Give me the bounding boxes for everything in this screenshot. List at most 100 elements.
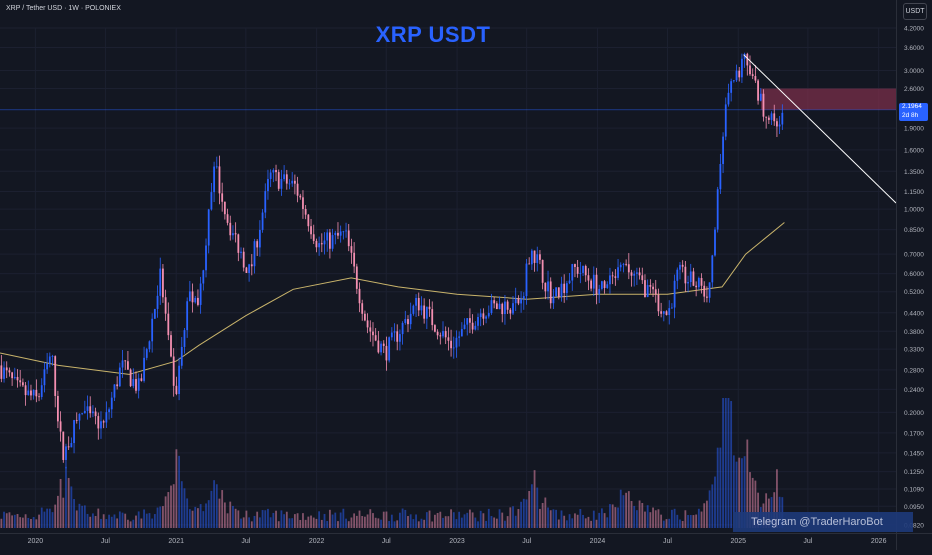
moving-average-line <box>0 222 785 375</box>
candle-body <box>525 263 528 297</box>
volume-bar <box>407 516 409 528</box>
volume-bar <box>283 514 286 528</box>
volume-bar <box>240 518 242 528</box>
volume-bar <box>207 500 210 528</box>
x-tick-label: 2026 <box>871 538 887 545</box>
volume-bar <box>32 517 35 528</box>
volume-bar <box>611 504 614 528</box>
volume-bar <box>291 518 294 528</box>
volume-bar <box>108 514 110 528</box>
volume-bar <box>253 515 256 528</box>
candle-body <box>665 311 668 315</box>
candle-body <box>487 313 490 317</box>
y-tick-label: 0.8500 <box>904 227 924 234</box>
y-tick-label: 0.1700 <box>904 430 924 437</box>
currency-button[interactable]: USDT <box>903 3 927 20</box>
volume-bar <box>62 497 65 528</box>
volume-bar <box>320 519 323 528</box>
candle-body <box>143 357 145 381</box>
volume-bar <box>460 517 463 528</box>
volume-bar <box>654 510 657 528</box>
volume-bar <box>576 514 579 528</box>
candle-body <box>197 297 199 305</box>
volume-bar <box>151 518 154 528</box>
volume-bar <box>517 509 520 528</box>
y-tick-label: 0.0820 <box>904 522 924 529</box>
volume-bar <box>582 514 584 528</box>
volume-bar <box>692 515 695 528</box>
volume-bar <box>703 503 706 528</box>
volume-bar <box>337 521 339 528</box>
candle-body <box>16 376 19 381</box>
candle-body <box>482 313 485 319</box>
volume-bar <box>662 520 665 528</box>
volume-bar <box>668 518 671 528</box>
y-tick-label: 0.3800 <box>904 329 924 336</box>
volume-bar <box>689 515 692 528</box>
volume-bar <box>619 489 622 528</box>
volume-bar <box>56 495 59 528</box>
candle-body <box>592 274 595 289</box>
candle-body <box>374 335 377 341</box>
volume-bar <box>100 518 102 528</box>
volume-bar <box>746 439 749 528</box>
volume-bar <box>474 517 477 528</box>
volume-bar <box>638 500 641 528</box>
volume-bar <box>132 519 135 528</box>
volume-bar <box>657 509 660 528</box>
volume-bar <box>202 511 205 528</box>
candle-body <box>205 245 207 271</box>
y-tick-label: 1.3500 <box>904 169 924 176</box>
candle-body <box>404 319 407 323</box>
volume-bar <box>78 503 81 528</box>
candle-body <box>660 311 663 314</box>
volume-bar <box>105 519 108 528</box>
candle-body <box>288 183 291 185</box>
candle-body <box>514 298 517 304</box>
volume-bar <box>549 510 552 528</box>
volume-bar <box>342 508 345 528</box>
candle-body <box>681 264 684 267</box>
volume-bar <box>627 491 630 528</box>
volume-bar <box>417 521 420 528</box>
volume-bar <box>347 521 350 528</box>
candle-body <box>574 264 576 267</box>
y-tick-label: 0.2800 <box>904 367 924 374</box>
volume-bar <box>730 401 733 528</box>
volume-bar <box>706 500 708 528</box>
volume-bar <box>614 507 617 528</box>
candle-body <box>172 356 175 386</box>
y-tick-label: 0.7000 <box>904 252 924 259</box>
candle-body <box>590 280 593 289</box>
x-tick-label: Jul <box>663 538 672 545</box>
y-tick-label: 2.6000 <box>904 86 924 93</box>
volume-bar <box>487 508 490 528</box>
candle-body <box>452 347 455 349</box>
volume-bar <box>46 508 49 528</box>
candle-body <box>703 285 706 297</box>
volume-bar <box>425 512 428 528</box>
candle-body <box>323 240 326 245</box>
candle-body <box>420 305 423 311</box>
candle-body <box>27 390 30 396</box>
y-tick-label: 0.1090 <box>904 486 924 493</box>
candle-body <box>280 179 283 189</box>
volume-bar <box>366 514 369 528</box>
candle-body <box>32 389 35 396</box>
candle-body <box>409 313 412 325</box>
volume-bar <box>307 516 310 528</box>
volume-bar <box>269 517 272 528</box>
volume-bar <box>323 513 326 528</box>
candle-body <box>250 264 253 267</box>
candle-body <box>450 340 452 349</box>
candle-body <box>727 92 730 105</box>
volume-bar <box>420 518 423 528</box>
candle-body <box>619 264 622 268</box>
volume-bar <box>603 513 606 528</box>
volume-bar <box>213 480 215 528</box>
candle-body <box>738 70 741 78</box>
volume-bar <box>183 488 186 528</box>
y-tick-label: 0.2000 <box>904 410 924 417</box>
volume-bar <box>116 518 119 528</box>
